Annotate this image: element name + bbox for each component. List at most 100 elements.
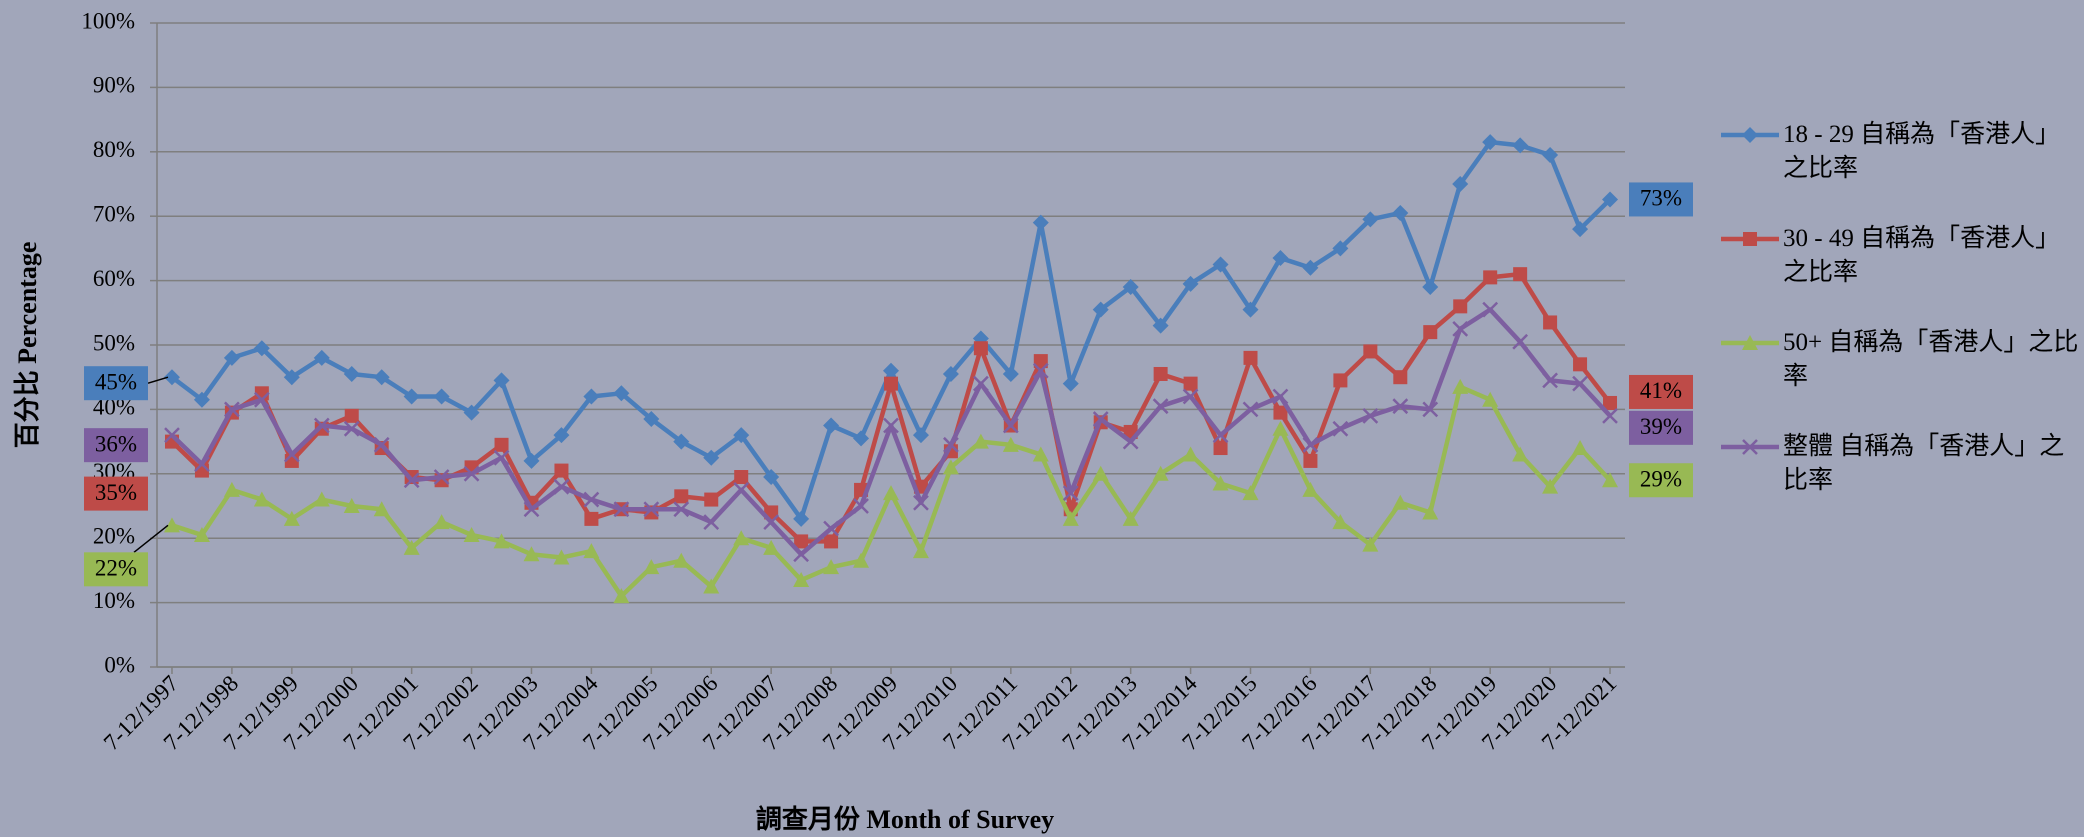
- y-tick-label: 50%: [93, 330, 135, 355]
- marker: [883, 417, 899, 434]
- marker: [493, 372, 510, 389]
- marker: [1482, 134, 1499, 151]
- marker: [1333, 373, 1348, 388]
- marker: [1602, 407, 1618, 424]
- marker: [553, 549, 570, 565]
- marker: [1482, 301, 1499, 318]
- marker: [583, 543, 600, 559]
- marker: [943, 436, 959, 453]
- marker: [463, 526, 480, 542]
- legend-item: 50+ 自稱為「香港人」之比率: [1721, 326, 2081, 430]
- marker: [973, 341, 988, 356]
- marker: [673, 501, 690, 518]
- marker: [1212, 427, 1229, 444]
- marker: [1362, 211, 1379, 228]
- legend-item: 18 - 29 自稱為「香港人」之比率: [1721, 118, 2081, 222]
- marker: [1512, 446, 1529, 462]
- legend-swatch: [1721, 439, 1779, 455]
- marker: [1572, 221, 1589, 238]
- marker: [1242, 301, 1259, 318]
- marker: [1483, 270, 1498, 285]
- marker: [794, 534, 809, 549]
- marker: [1452, 378, 1469, 394]
- value-label: 22%: [95, 556, 137, 581]
- marker: [673, 433, 690, 450]
- marker: [763, 469, 780, 486]
- marker: [583, 388, 600, 405]
- marker: [283, 446, 300, 463]
- marker: [1512, 333, 1529, 350]
- marker: [1242, 401, 1259, 418]
- marker: [1303, 453, 1318, 468]
- marker: [1362, 536, 1379, 552]
- value-label: 35%: [95, 480, 137, 505]
- marker: [224, 401, 240, 418]
- marker: [1602, 472, 1619, 488]
- marker: [253, 491, 270, 507]
- marker: [313, 491, 330, 507]
- marker: [373, 501, 390, 517]
- marker: [823, 520, 839, 537]
- marker: [942, 459, 959, 475]
- marker: [1092, 465, 1109, 481]
- marker: [1512, 137, 1529, 154]
- marker: [1182, 275, 1199, 292]
- marker: [1272, 420, 1289, 436]
- value-label-box: [84, 552, 148, 587]
- marker: [253, 391, 270, 408]
- marker: [1302, 481, 1319, 497]
- marker: [1422, 504, 1439, 520]
- marker: [613, 385, 630, 402]
- value-label-box: [84, 366, 148, 401]
- marker: [613, 501, 630, 518]
- value-label: 73%: [1640, 186, 1682, 211]
- y-tick-label: 100%: [81, 8, 135, 33]
- value-label-box: [84, 428, 148, 463]
- marker: [343, 420, 360, 437]
- marker: [972, 433, 989, 449]
- marker: [1182, 446, 1199, 462]
- y-tick-label: 60%: [93, 266, 135, 291]
- marker: [553, 427, 570, 444]
- marker: [193, 391, 210, 408]
- marker: [703, 514, 720, 530]
- legend-swatch: [1721, 232, 1779, 246]
- marker: [1332, 514, 1349, 530]
- marker: [523, 501, 540, 518]
- marker: [313, 349, 330, 366]
- marker: [1213, 441, 1228, 456]
- marker: [403, 388, 420, 405]
- marker: [763, 514, 780, 530]
- marker: [1272, 388, 1289, 405]
- legend-swatch: [1721, 335, 1779, 350]
- legend-swatch: [1721, 127, 1779, 143]
- marker: [1452, 321, 1469, 337]
- marker: [463, 465, 480, 482]
- series: 45% 73%: [84, 134, 1693, 527]
- marker: [1182, 388, 1199, 405]
- legend-label: 50+ 自稱為「香港人」之比率: [1783, 329, 2079, 390]
- marker: [913, 494, 929, 511]
- marker: [1572, 375, 1588, 392]
- marker: [523, 452, 540, 469]
- marker: [283, 510, 300, 526]
- marker: [1422, 279, 1439, 296]
- value-label-box: [1629, 463, 1693, 498]
- marker: [912, 427, 929, 444]
- marker: [1212, 475, 1229, 491]
- marker: [912, 543, 929, 559]
- marker: [1002, 417, 1019, 434]
- marker: [403, 472, 420, 489]
- marker: [643, 411, 660, 428]
- marker: [1392, 494, 1409, 510]
- marker: [433, 388, 450, 405]
- marker: [1152, 465, 1169, 481]
- marker: [343, 498, 360, 513]
- marker: [1062, 510, 1079, 526]
- marker: [613, 588, 630, 604]
- marker: [554, 463, 569, 478]
- legend-label: 18 - 29 自稱為「香港人」之比率: [1783, 121, 2061, 182]
- value-label-box: [1629, 410, 1693, 445]
- marker: [1542, 372, 1558, 389]
